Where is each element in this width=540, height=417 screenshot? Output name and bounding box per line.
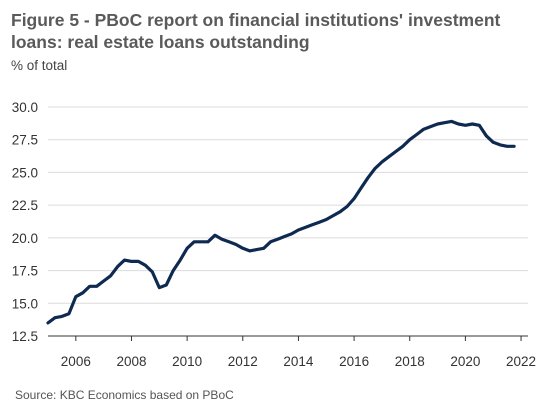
x-tick-label: 2010 xyxy=(172,354,202,369)
y-tick-label: 25.0 xyxy=(12,165,38,180)
gridlines xyxy=(48,106,528,304)
series-group xyxy=(46,119,516,325)
x-tick-label: 2008 xyxy=(116,354,146,369)
x-tick-label: 2020 xyxy=(450,354,480,369)
y-tick-label: 30.0 xyxy=(12,100,38,115)
chart-title: Figure 5 - PBoC report on financial inst… xyxy=(11,10,501,52)
x-tick-label: 2016 xyxy=(339,354,369,369)
x-tick-label: 2006 xyxy=(61,354,91,369)
y-axis-tick-labels: 12.5 15.0 17.5 20.0 22.5 25.0 27.5 30.0 xyxy=(12,100,38,344)
y-tick-label: 17.5 xyxy=(12,264,38,279)
x-tick-label: 2018 xyxy=(395,354,425,369)
y-tick-label: 22.5 xyxy=(12,198,38,213)
series-line xyxy=(46,119,516,325)
chart-subtitle: % of total xyxy=(11,58,68,73)
x-tick-label: 2022 xyxy=(506,354,536,369)
y-tick-label: 27.5 xyxy=(12,133,38,148)
y-tick-label: 15.0 xyxy=(12,296,38,311)
y-tick-label: 12.5 xyxy=(12,329,38,344)
y-tick-label: 20.0 xyxy=(12,231,38,246)
x-axis: 2006 2008 2010 2012 2014 2016 2018 2020 2022 xyxy=(48,335,536,369)
x-tick-label: 2012 xyxy=(228,354,258,369)
source-note: Source: KBC Economics based on PBoC xyxy=(15,388,234,402)
x-tick-label: 2014 xyxy=(283,354,314,369)
